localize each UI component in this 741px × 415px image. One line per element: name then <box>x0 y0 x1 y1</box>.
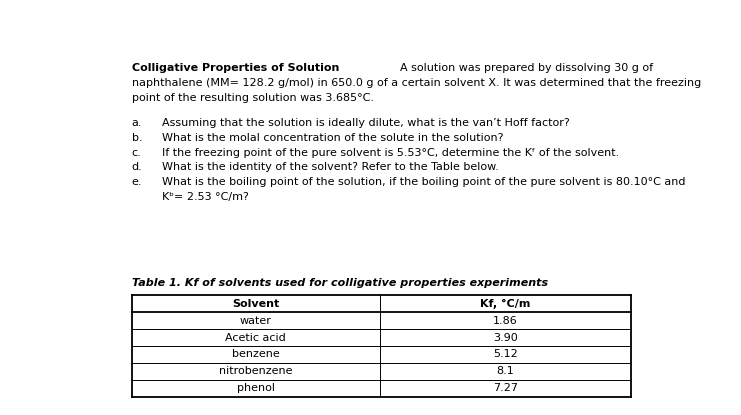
Text: 5.12: 5.12 <box>494 349 518 359</box>
Text: Kᵇ= 2.53 °C/m?: Kᵇ= 2.53 °C/m? <box>162 192 248 202</box>
Text: A solution was prepared by dissolving 30 g of: A solution was prepared by dissolving 30… <box>400 63 653 73</box>
Text: b.: b. <box>132 133 142 143</box>
Text: d.: d. <box>132 162 142 173</box>
Text: benzene: benzene <box>232 349 279 359</box>
Text: Kf, °C/m: Kf, °C/m <box>480 299 531 309</box>
Text: water: water <box>240 316 272 326</box>
Text: nitrobenzene: nitrobenzene <box>219 366 293 376</box>
Text: phenol: phenol <box>236 383 275 393</box>
Text: Assuming that the solution is ideally dilute, what is the van’t Hoff factor?: Assuming that the solution is ideally di… <box>162 118 569 128</box>
Text: 1.86: 1.86 <box>494 316 518 326</box>
Text: What is the boiling point of the solution, if the boiling point of the pure solv: What is the boiling point of the solutio… <box>162 177 685 187</box>
Text: What is the identity of the solvent? Refer to the Table below.: What is the identity of the solvent? Ref… <box>162 162 499 173</box>
Text: naphthalene (MM= 128.2 g/mol) in 650.0 g of a certain solvent X. It was determin: naphthalene (MM= 128.2 g/mol) in 650.0 g… <box>132 78 701 88</box>
Text: point of the resulting solution was 3.685°C.: point of the resulting solution was 3.68… <box>132 93 373 103</box>
Text: a.: a. <box>132 118 142 128</box>
Text: If the freezing point of the pure solvent is 5.53°C, determine the Kᶠ of the sol: If the freezing point of the pure solven… <box>162 148 619 158</box>
Text: What is the molal concentration of the solute in the solution?: What is the molal concentration of the s… <box>162 133 503 143</box>
Text: c.: c. <box>132 148 142 158</box>
Text: Solvent: Solvent <box>232 299 279 309</box>
Text: 7.27: 7.27 <box>493 383 518 393</box>
Text: Table 1. Kf of solvents used for colligative properties experiments: Table 1. Kf of solvents used for colliga… <box>132 278 548 288</box>
Text: e.: e. <box>132 177 142 187</box>
Text: Acetic acid: Acetic acid <box>225 332 286 342</box>
Text: 8.1: 8.1 <box>496 366 514 376</box>
Text: Colligative Properties of Solution: Colligative Properties of Solution <box>132 63 339 73</box>
Text: 3.90: 3.90 <box>494 332 518 342</box>
